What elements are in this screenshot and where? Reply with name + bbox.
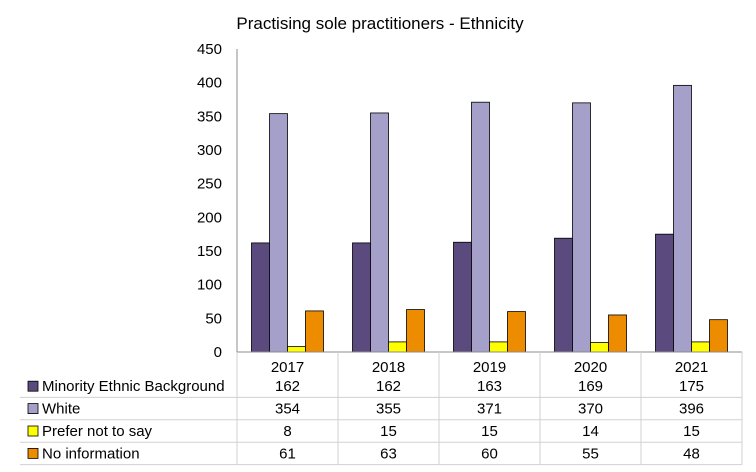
y-tick-label: 350 — [197, 108, 222, 125]
bar-white-2020 — [572, 102, 591, 353]
bar-no-information-2020 — [608, 314, 627, 353]
x-tick-label: 2018 — [372, 359, 405, 376]
table-value: 48 — [683, 445, 700, 462]
bars — [251, 84, 728, 353]
table-value: 61 — [279, 445, 296, 462]
table-value: 162 — [275, 378, 300, 395]
bar-white-2017 — [269, 113, 288, 353]
y-tick-label: 450 — [197, 41, 222, 58]
table-value: 15 — [683, 423, 700, 440]
bar-minority-ethnic-background-2021 — [655, 233, 674, 353]
bar-no-information-2017 — [305, 310, 324, 353]
y-tick-label: 50 — [205, 310, 222, 327]
bar-prefer-not-to-say-2021 — [691, 341, 710, 353]
table-value: 163 — [477, 378, 502, 395]
x-tick-label: 2019 — [473, 359, 506, 376]
table-value: 55 — [582, 445, 599, 462]
legend-label: Minority Ethnic Background — [42, 378, 225, 395]
bar-white-2021 — [673, 84, 692, 353]
x-tick-label: 2021 — [675, 359, 708, 376]
table-value: 169 — [578, 378, 603, 395]
table-value: 14 — [582, 423, 599, 440]
legend-swatch — [27, 403, 39, 415]
bar-minority-ethnic-background-2017 — [251, 242, 270, 353]
data-table: Minority Ethnic Background 162 162 163 169 17… — [20, 352, 743, 466]
table-value: 354 — [275, 401, 300, 418]
bar-prefer-not-to-say-2018 — [388, 341, 407, 353]
bar-prefer-not-to-say-2019 — [489, 341, 508, 353]
table-value: 15 — [481, 423, 498, 440]
bar-white-2019 — [471, 101, 490, 353]
bar-no-information-2018 — [406, 309, 425, 353]
y-tick-label: 100 — [197, 277, 222, 294]
y-tick-label: 300 — [197, 142, 222, 159]
bar-white-2018 — [370, 112, 389, 353]
bar-minority-ethnic-background-2018 — [352, 242, 371, 353]
x-tick-label: 2020 — [574, 359, 607, 376]
y-tick-label: 250 — [197, 176, 222, 193]
bar-minority-ethnic-background-2020 — [554, 237, 573, 353]
legend-swatch — [27, 380, 39, 392]
table-value: 63 — [380, 445, 397, 462]
legend-label: No information — [42, 445, 140, 462]
table-value: 175 — [679, 378, 704, 395]
y-tick-label: 150 — [197, 243, 222, 260]
bar-no-information-2019 — [507, 311, 526, 353]
y-tick-label: 0 — [214, 344, 222, 361]
table-value: 370 — [578, 401, 603, 418]
table-value: 15 — [380, 423, 397, 440]
table-value: 371 — [477, 401, 502, 418]
table-value: 396 — [679, 401, 704, 418]
bar-no-information-2021 — [709, 319, 728, 353]
bar-prefer-not-to-say-2017 — [287, 346, 306, 353]
table-value: 355 — [376, 401, 401, 418]
legend-swatch — [27, 425, 39, 437]
bar-minority-ethnic-background-2019 — [453, 241, 472, 353]
y-tick-label: 400 — [197, 75, 222, 92]
legend-swatch — [27, 447, 39, 459]
legend-label: White — [42, 401, 80, 418]
y-axis: 0 50 100 150 200 250 300 350 400 450 — [197, 41, 238, 361]
x-axis: 2017 2018 2019 2020 2021 — [237, 351, 742, 376]
table-value: 8 — [283, 423, 291, 440]
table-value: 60 — [481, 445, 498, 462]
bar-prefer-not-to-say-2020 — [590, 342, 609, 353]
chart-title: Practising sole practitioners - Ethnicit… — [236, 14, 524, 33]
y-tick-label: 200 — [197, 209, 222, 226]
legend-label: Prefer not to say — [42, 423, 153, 440]
table-value: 162 — [376, 378, 401, 395]
x-tick-label: 2017 — [271, 359, 304, 376]
